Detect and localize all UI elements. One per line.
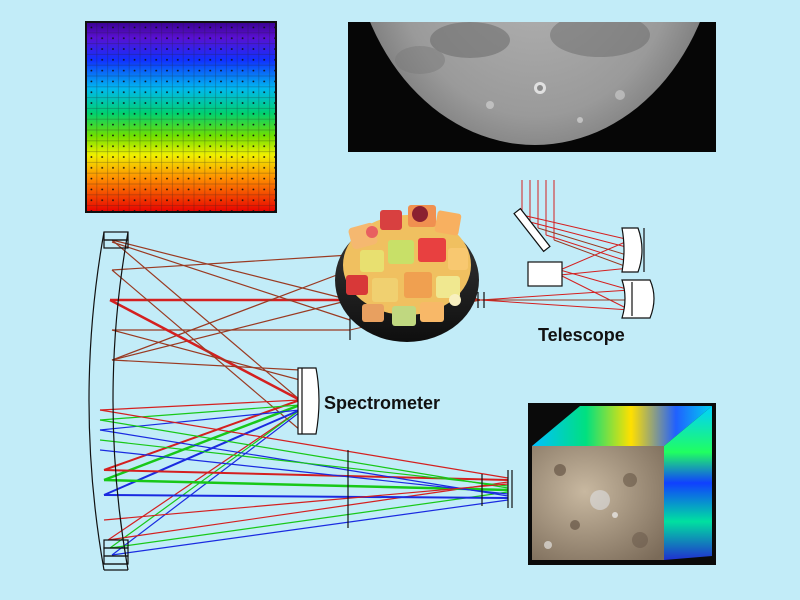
spectrometer-rays bbox=[99, 239, 509, 556]
hyperspectral-cube bbox=[528, 403, 716, 565]
spectrometer-mirror bbox=[88, 231, 129, 571]
spectrometer-label: Spectrometer bbox=[324, 393, 441, 413]
fruit-bowl bbox=[335, 205, 479, 342]
color-pixel-grid bbox=[85, 21, 277, 213]
telescope-optics bbox=[477, 207, 655, 319]
moon-photo bbox=[348, 22, 716, 152]
telescope-label: Telescope bbox=[538, 325, 625, 345]
grating bbox=[297, 367, 320, 435]
